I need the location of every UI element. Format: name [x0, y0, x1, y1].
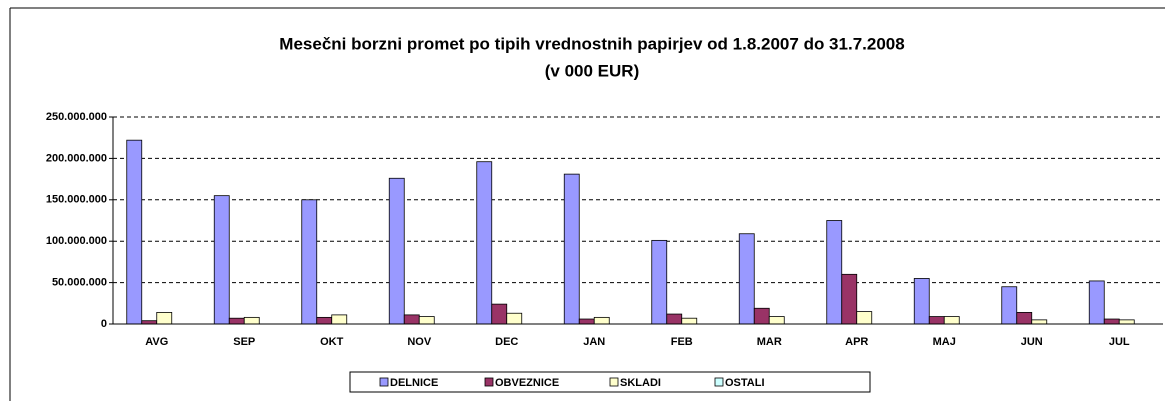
- x-tick-label: NOV: [407, 336, 432, 348]
- x-tick-label: MAR: [757, 336, 782, 348]
- bar: [928, 316, 945, 325]
- bar: [1031, 319, 1048, 325]
- bar: [331, 314, 348, 325]
- bar: [651, 239, 668, 325]
- bar: [1016, 312, 1033, 325]
- bar: [738, 233, 755, 325]
- bar: [403, 314, 420, 325]
- y-tick-label: 250.000.000: [46, 111, 107, 123]
- bar: [388, 177, 405, 325]
- bar: [1103, 318, 1120, 325]
- legend-label: DELNICE: [390, 377, 438, 389]
- bar: [243, 316, 260, 325]
- x-tick-label: JUN: [1021, 336, 1043, 348]
- bar: [563, 173, 580, 325]
- x-tick-label: JAN: [583, 336, 605, 348]
- bar: [476, 161, 493, 325]
- legend-swatch: [714, 377, 724, 387]
- x-tick-label: OKT: [320, 336, 344, 348]
- bar: [681, 317, 698, 325]
- bar: [913, 278, 930, 325]
- bar: [826, 220, 843, 325]
- bar: [1001, 286, 1018, 325]
- bar: [228, 317, 245, 325]
- bar: [856, 311, 873, 325]
- x-tick-label: DEC: [495, 336, 518, 348]
- bar: [126, 139, 143, 325]
- chart-subtitle: (v 000 EUR): [545, 61, 639, 80]
- y-tick-label: 0: [101, 318, 107, 330]
- bar: [301, 199, 318, 325]
- bar: [753, 307, 770, 325]
- x-tick-label: AVG: [145, 336, 168, 348]
- bar: [768, 316, 785, 325]
- bar: [1118, 319, 1135, 325]
- legend-label: OBVEZNICE: [495, 377, 559, 389]
- legend-label: SKLADI: [620, 377, 661, 389]
- bar: [316, 316, 333, 325]
- bar: [418, 316, 435, 325]
- bar: [666, 313, 683, 325]
- legend-swatch: [484, 377, 494, 387]
- y-tick-label: 100.000.000: [46, 235, 107, 247]
- x-tick-label: APR: [845, 336, 868, 348]
- x-tick-label: JUL: [1109, 336, 1130, 348]
- x-tick-label: MAJ: [933, 336, 956, 348]
- bar: [943, 316, 960, 325]
- x-tick-label: FEB: [671, 336, 693, 348]
- legend-swatch: [609, 377, 619, 387]
- bar: [593, 316, 610, 325]
- bar: [213, 195, 230, 325]
- legend-swatch: [379, 377, 389, 387]
- bar: [1088, 280, 1105, 325]
- bar: [578, 318, 595, 325]
- bar: [506, 312, 523, 325]
- bar: [841, 273, 858, 325]
- y-tick-label: 200.000.000: [46, 152, 107, 164]
- bar: [156, 312, 173, 325]
- y-tick-label: 150.000.000: [46, 194, 107, 206]
- y-tick-label: 50.000.000: [52, 277, 107, 289]
- chart-title: Mesečni borzni promet po tipih vrednostn…: [279, 34, 904, 53]
- legend-label: OSTALI: [725, 377, 765, 389]
- bar: [491, 303, 508, 325]
- x-tick-label: SEP: [233, 336, 255, 348]
